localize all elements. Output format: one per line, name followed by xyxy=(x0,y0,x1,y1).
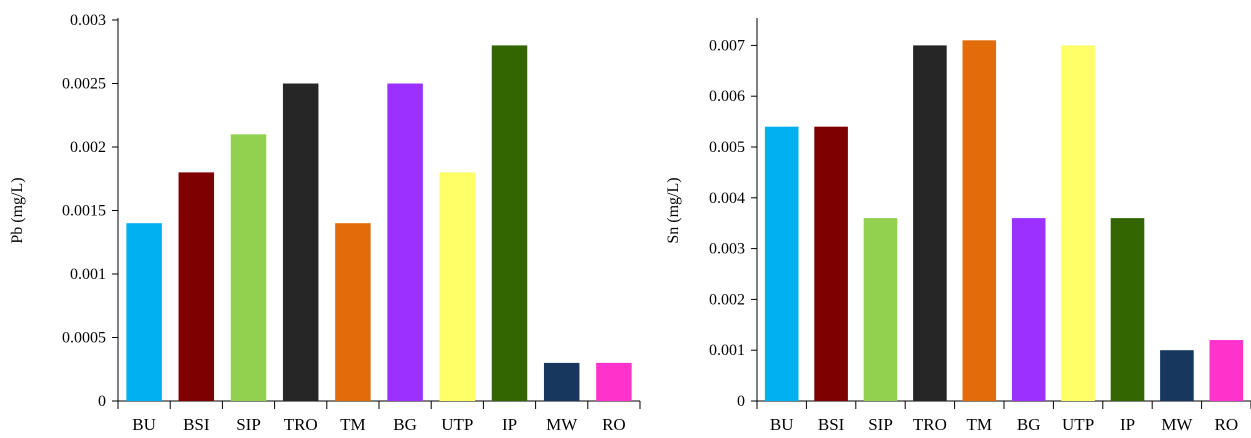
x-tick-label: MW xyxy=(546,415,578,434)
bar-sip xyxy=(863,218,898,401)
x-tick-label: IP xyxy=(1120,415,1135,434)
bar-bg xyxy=(387,83,423,401)
y-tick-label: 0.0015 xyxy=(62,203,106,220)
bar-bsi xyxy=(178,172,215,401)
bar-ip xyxy=(491,45,528,402)
y-tick-label: 0 xyxy=(98,393,106,410)
y-tick-label: 0.003 xyxy=(709,241,745,258)
bar-ro xyxy=(1209,340,1244,401)
bar-bg xyxy=(1011,218,1046,401)
bar-ro xyxy=(596,362,632,401)
y-tick-label: 0 xyxy=(737,393,745,410)
bar-bu xyxy=(764,126,799,402)
x-tick-label: TM xyxy=(340,415,366,434)
y-tick-label: 0.0025 xyxy=(62,76,106,93)
y-tick-label: 0.004 xyxy=(709,190,745,207)
x-tick-label: BU xyxy=(132,415,156,434)
bar-ip xyxy=(1110,218,1145,401)
bar-utp xyxy=(439,172,476,401)
bar-bu xyxy=(126,223,162,401)
bar-tm xyxy=(335,223,371,401)
x-tick-label: UTP xyxy=(1062,415,1094,434)
y-tick-label: 0.003 xyxy=(70,12,106,29)
x-tick-label: BG xyxy=(1017,415,1041,434)
chart-1: 0 0.0005 0.001 0.0015 0.002 0.0025 0.003 BU BSI S… xyxy=(9,12,641,434)
x-tick-label: BG xyxy=(393,415,417,434)
x-tick-label: RO xyxy=(1214,415,1238,434)
y-tick-label: 0.007 xyxy=(709,37,745,54)
y-tick-label: 0.001 xyxy=(70,266,106,283)
x-tick-label: TM xyxy=(967,415,993,434)
y-tick-label: 0.002 xyxy=(70,139,106,156)
x-tick-label: UTP xyxy=(441,415,473,434)
y-tick-label: 0.001 xyxy=(709,342,745,359)
x-tick-label: RO xyxy=(602,415,626,434)
bar-bsi xyxy=(814,126,848,402)
bar-utp xyxy=(1061,45,1095,402)
y-tick-label: 0.002 xyxy=(709,291,745,308)
x-tick-label: TRO xyxy=(913,415,947,434)
bar-mw xyxy=(543,362,580,401)
x-tick-label: BSI xyxy=(818,415,845,434)
x-tick-label: BU xyxy=(770,415,794,434)
chart-2: 0 0.001 0.002 0.003 0.004 0.005 0.006 0.007 BU BS… xyxy=(665,18,1251,434)
y-tick-label: 0.006 xyxy=(709,88,745,105)
y-axis-label: Sn (mg/L) xyxy=(665,177,682,243)
x-tick-label: IP xyxy=(502,415,517,434)
x-tick-label: MW xyxy=(1161,415,1193,434)
x-tick-label: BSI xyxy=(183,415,210,434)
y-axis-label: Pb (mg/L) xyxy=(9,177,26,243)
x-tick-label: SIP xyxy=(236,415,261,434)
bar-tro xyxy=(913,45,947,402)
x-tick-label: SIP xyxy=(868,415,893,434)
bar-mw xyxy=(1160,350,1194,401)
y-tick-label: 0.0005 xyxy=(62,330,106,347)
y-tick-label: 0.005 xyxy=(709,139,745,156)
bar-tm xyxy=(962,40,997,401)
bar-sip xyxy=(230,134,267,402)
x-tick-label: TRO xyxy=(284,415,318,434)
bar-tro xyxy=(282,83,319,401)
